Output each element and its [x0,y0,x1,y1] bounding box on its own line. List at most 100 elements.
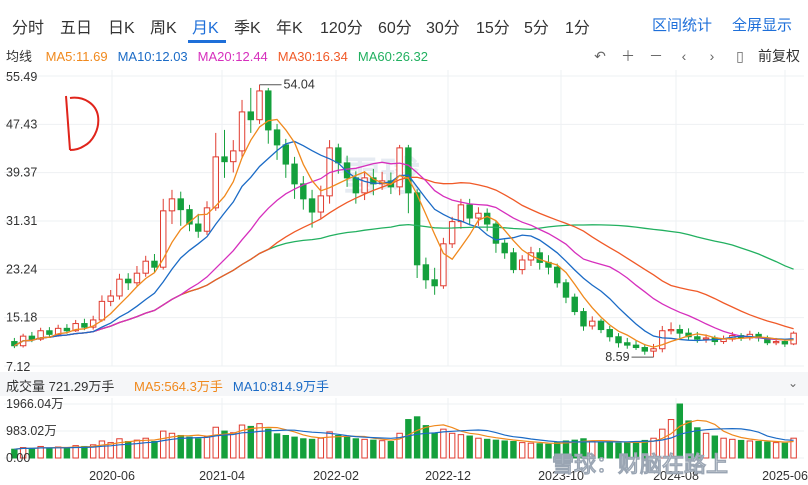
volume-bar [221,430,228,459]
candle-body [413,192,421,266]
candle-body [501,242,508,254]
zoom-out-icon[interactable]: － [649,48,663,64]
candle-body [160,210,167,268]
prev-icon[interactable]: ‹ [681,48,687,64]
candle-body [98,300,106,321]
price-axis-label: 47.43 [6,117,37,131]
x-axis-label: 2022-12 [425,469,471,483]
candle-body [186,209,193,225]
volume-bar [326,431,333,459]
volume-bar [212,426,219,459]
candle-body [28,335,36,340]
tab-10[interactable]: 15分 [476,20,510,37]
candle-body [195,223,202,232]
range-stats-button[interactable]: 区间统计 [652,17,713,34]
battery-icon[interactable]: ▯ [736,47,744,64]
volume-bar [650,437,657,459]
volume-bar [405,419,412,459]
volume-bar [308,438,316,459]
candle-body [133,272,141,284]
candle-body [562,282,570,298]
candle-body [466,204,473,219]
volume-bar [755,441,762,459]
volume-settings-icon[interactable]: ⌄ [787,376,798,390]
candle-body [343,162,351,179]
tab-8[interactable]: 60分 [378,20,412,37]
candle-body [597,320,605,331]
candle-body [624,342,631,346]
candle-body [615,336,622,344]
volume-bar [343,436,351,459]
tab-3[interactable]: 周K [150,20,177,37]
fullscreen-button[interactable]: 全屏显示 [732,17,793,34]
volume-bar [790,437,797,459]
candle-body [335,147,342,164]
volume-bar [238,424,246,459]
x-axis-label: 2023-10 [538,469,584,483]
tab-7[interactable]: 120分 [320,20,363,37]
tab-12[interactable]: 1分 [565,20,590,37]
candle-body [124,278,132,284]
candle-body [81,323,88,328]
tab-9[interactable]: 30分 [426,20,460,37]
price-axis-label: 31.31 [6,214,37,228]
volume-bar [273,433,281,459]
x-axis-label: 2024-08 [653,469,699,483]
volume-bar [89,444,97,459]
ma-legend-item-1: MA10:12.03 [117,49,188,64]
candle-body [142,260,149,274]
tab-4[interactable]: 月K [192,20,219,37]
zoom-in-icon[interactable]: ＋ [621,48,635,64]
volume-legend-item-0: MA5:564.3万手 [134,379,223,394]
undo-icon[interactable]: ↶ [594,47,606,64]
tab-1[interactable]: 五日 [60,20,93,37]
candle-body [405,147,412,194]
volume-bar [492,439,500,459]
volume-bar [659,428,666,459]
candle-body [492,223,500,244]
candle-body [772,341,780,344]
candle-body [483,212,491,225]
volume-bar [256,423,263,459]
tab-0[interactable]: 分时 [12,20,45,37]
candle-body [151,260,158,268]
ma30-line [14,176,794,347]
candle-body [308,198,316,213]
candle-body [203,207,211,232]
max-annotation: 54.04 [284,78,315,92]
candle-body [632,344,640,349]
adjust-button[interactable]: 前复权 [758,48,800,64]
volume-bar [63,447,71,459]
volume-bar [457,434,465,459]
volume-bar [186,436,193,459]
candle-body [571,296,578,313]
ma10-line [14,140,794,347]
tab-2[interactable]: 日K [108,20,135,37]
volume-bar [98,440,106,459]
tab-5[interactable]: 季K [234,20,261,37]
volume-ma10-line [14,427,794,450]
candle-body [273,129,281,146]
tab-11[interactable]: 5分 [524,20,549,37]
volume-bar [413,416,421,459]
candle-body [518,259,526,271]
volume-bar [781,442,789,459]
volume-axis-label: 1966.04万 [6,397,64,411]
candle-body [212,156,219,209]
price-axis-label: 39.37 [6,166,37,180]
chart-toolbar: ↶ ＋ － ‹ › ▯ 前复权 [586,46,800,66]
volume-bar [378,440,386,459]
candle-body [317,195,325,213]
volume-bar [168,432,176,459]
active-tab-underline [188,40,226,43]
volume-legend: 成交量 721.29万手 MA5:564.3万手 MA10:814.9万手 [6,376,339,394]
tab-6[interactable]: 年K [276,20,303,37]
volume-bar [46,447,53,459]
next-icon[interactable]: › [709,48,715,64]
volume-bar [317,437,325,459]
ma20-line [14,161,794,347]
volume-bar [510,441,517,459]
volume-bar [545,443,552,459]
x-axis-label: 2022-02 [313,469,359,483]
